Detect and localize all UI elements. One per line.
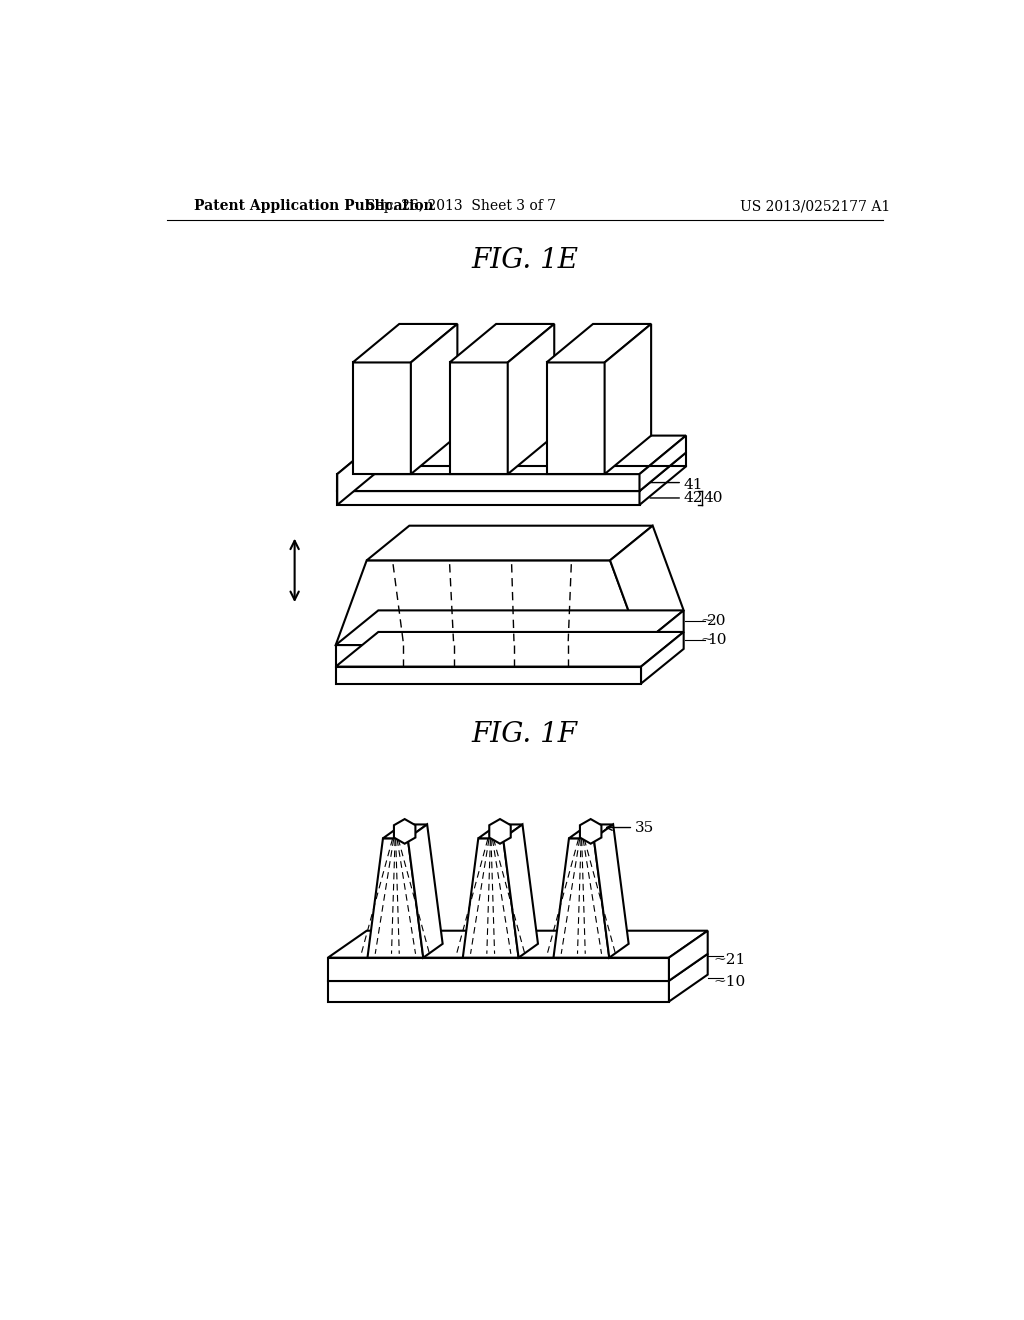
- Polygon shape: [367, 525, 652, 561]
- Polygon shape: [489, 818, 511, 843]
- Polygon shape: [641, 632, 684, 684]
- Polygon shape: [594, 825, 629, 958]
- Polygon shape: [383, 825, 427, 838]
- Polygon shape: [368, 838, 423, 958]
- Polygon shape: [337, 491, 640, 506]
- Text: 10: 10: [707, 634, 726, 647]
- Polygon shape: [640, 453, 686, 506]
- Polygon shape: [610, 525, 684, 645]
- Polygon shape: [336, 610, 684, 645]
- Text: 35: 35: [635, 821, 654, 834]
- Polygon shape: [547, 323, 651, 363]
- Polygon shape: [503, 825, 538, 958]
- Text: ~10: ~10: [713, 974, 745, 989]
- Text: ~: ~: [700, 614, 713, 628]
- Text: ~: ~: [700, 634, 713, 647]
- Polygon shape: [336, 667, 641, 684]
- Text: 40: 40: [703, 491, 723, 506]
- Polygon shape: [641, 610, 684, 667]
- Polygon shape: [554, 838, 609, 958]
- Polygon shape: [669, 954, 708, 1002]
- Text: FIG. 1F: FIG. 1F: [472, 721, 578, 748]
- Polygon shape: [336, 632, 684, 667]
- Polygon shape: [328, 958, 669, 981]
- Polygon shape: [569, 825, 613, 838]
- Polygon shape: [450, 323, 554, 363]
- Text: Patent Application Publication: Patent Application Publication: [194, 199, 433, 213]
- Polygon shape: [547, 363, 604, 474]
- Polygon shape: [337, 453, 686, 491]
- Text: Sep. 26, 2013  Sheet 3 of 7: Sep. 26, 2013 Sheet 3 of 7: [367, 199, 556, 213]
- Text: ~21: ~21: [713, 953, 745, 966]
- Polygon shape: [640, 436, 686, 491]
- Text: 20: 20: [707, 614, 726, 628]
- Polygon shape: [336, 561, 641, 645]
- Polygon shape: [408, 825, 442, 958]
- Polygon shape: [328, 981, 669, 1002]
- Text: 42: 42: [684, 491, 703, 506]
- Polygon shape: [411, 323, 458, 474]
- Polygon shape: [337, 436, 686, 474]
- Polygon shape: [478, 825, 522, 838]
- Polygon shape: [463, 838, 518, 958]
- Polygon shape: [337, 474, 640, 491]
- Polygon shape: [328, 954, 708, 981]
- Polygon shape: [352, 323, 458, 363]
- Polygon shape: [580, 818, 601, 843]
- Polygon shape: [337, 436, 384, 506]
- Text: 41: 41: [684, 478, 703, 492]
- Polygon shape: [450, 363, 508, 474]
- Polygon shape: [328, 931, 708, 958]
- Text: FIG. 1E: FIG. 1E: [471, 247, 579, 275]
- Polygon shape: [669, 931, 708, 981]
- Text: US 2013/0252177 A1: US 2013/0252177 A1: [740, 199, 891, 213]
- Polygon shape: [352, 363, 411, 474]
- Polygon shape: [394, 818, 416, 843]
- Polygon shape: [508, 323, 554, 474]
- Polygon shape: [604, 323, 651, 474]
- Polygon shape: [336, 645, 641, 667]
